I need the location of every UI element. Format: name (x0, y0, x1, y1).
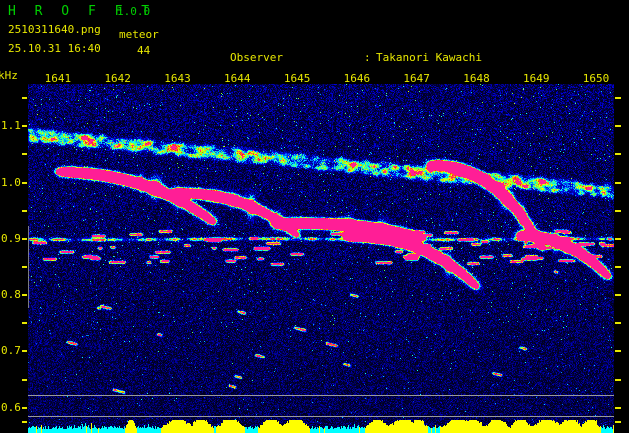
y-axis-minor-tick-right (615, 420, 621, 423)
y-axis-minor-tick (22, 265, 27, 268)
x-axis-tick-label: 1649 (523, 72, 550, 85)
y-axis-minor-tick-right (615, 97, 621, 100)
y-axis-tick-label: 1.0 (1, 175, 21, 189)
meteor-count-value: 44 (137, 44, 151, 57)
y-axis-minor-tick (22, 97, 27, 100)
metadata-separator: : (363, 50, 371, 64)
y-axis-minor-tick (22, 153, 27, 156)
y-axis-tick-label: 0.8 (1, 288, 21, 302)
y-axis-tick-mark (22, 406, 27, 409)
x-axis-tick-label: 1645 (283, 72, 311, 85)
x-axis-tick-label: 1642 (104, 72, 131, 85)
y-axis-tick-mark-right (615, 125, 621, 128)
x-axis-tick-label: 1650 (582, 72, 610, 85)
spectrogram-canvas (28, 84, 614, 433)
y-axis-tick-mark (22, 350, 27, 353)
y-axis-tick-mark-right (615, 350, 621, 353)
y-axis-tick-label: 1.1 (1, 119, 21, 133)
spectrogram-panel: kHz 1641 1642 1643 1644 1645 1646 1647 1648 1649… (0, 68, 629, 433)
metadata-value: Takanori Kawachi (375, 50, 482, 64)
meteor-count-label: meteor (119, 28, 159, 41)
x-axis-tick-label: 1644 (224, 72, 251, 85)
y-axis-tick-mark-right (615, 294, 621, 297)
header-panel: H R O F F T 1.0.0 2510311640.png 25.10.3… (0, 0, 629, 296)
y-axis-tick-mark (22, 237, 27, 240)
app-title: H R O F F T (8, 4, 155, 19)
y-axis-tick-mark (22, 181, 27, 184)
y-axis-tick-label: 0.9 (1, 231, 21, 245)
y-axis-tick-mark-right (615, 181, 621, 184)
y-axis-minor-tick (22, 322, 27, 325)
spectrogram-image (28, 84, 614, 433)
x-axis-tick-label: 1647 (403, 72, 430, 85)
x-axis-tick-label: 1648 (463, 72, 490, 85)
metadata-key: Observer (229, 50, 283, 64)
left-reference-bar (28, 226, 29, 308)
y-axis-tick-label: 0.7 (1, 344, 21, 358)
metadata-row: Observer: Takanori Kawachi (177, 34, 614, 81)
y-axis-label: kHz (0, 69, 18, 82)
y-axis-minor-tick (22, 209, 27, 212)
y-axis-tick-mark-right (615, 406, 621, 409)
x-axis-tick-label: 1646 (343, 72, 371, 85)
capture-filename: 2510311640.png (8, 23, 101, 36)
y-axis-minor-tick-right (615, 153, 621, 156)
y-axis-minor-tick-right (615, 209, 621, 212)
capture-datetime: 25.10.31 16:40 (8, 42, 101, 55)
x-axis-tick-label: 1641 (44, 72, 72, 85)
y-axis-minor-tick (22, 378, 27, 381)
x-axis-tick-label: 1643 (164, 72, 191, 85)
y-axis-minor-tick-right (615, 378, 621, 381)
y-axis-minor-tick (22, 420, 27, 423)
y-axis-tick-mark-right (615, 237, 621, 240)
app-version: 1.0.0 (117, 5, 151, 18)
y-axis-tick-mark (22, 125, 27, 128)
y-axis-tick-mark (22, 294, 27, 297)
y-axis-minor-tick-right (615, 322, 621, 325)
y-axis-tick-label: 0.6 (1, 400, 21, 414)
y-axis-minor-tick-right (615, 265, 621, 268)
